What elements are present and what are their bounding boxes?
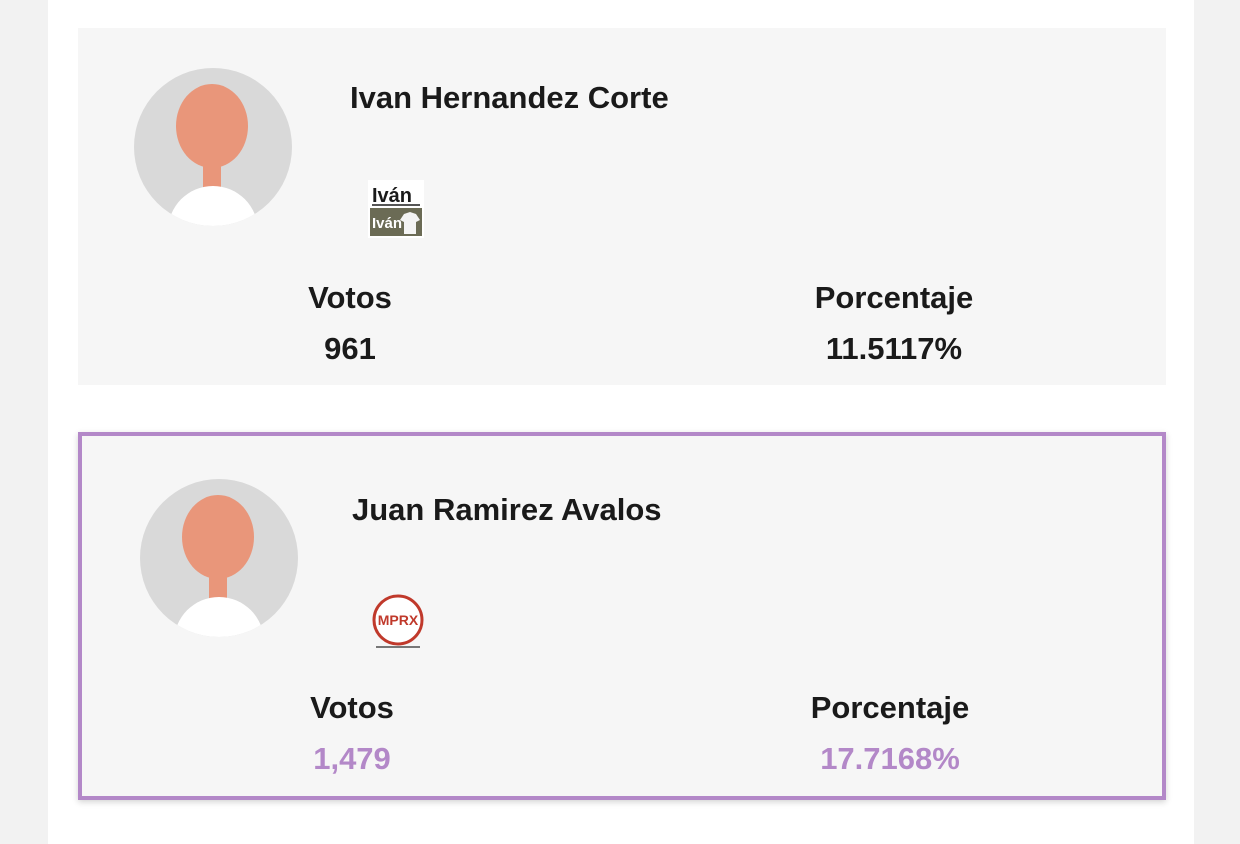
votes-value: 1,479 xyxy=(313,741,391,776)
candidate-name: Ivan Hernandez Corte xyxy=(350,80,669,115)
votes-label: Votos xyxy=(310,690,394,725)
logo-text-bottom: Iván xyxy=(372,215,402,232)
avatar-body xyxy=(168,186,258,226)
avatar-body xyxy=(174,597,264,637)
percentage-value: 11.5117% xyxy=(825,331,963,366)
candidate-card-highlighted[interactable]: Juan Ramirez Avalos MPRX Votos 1,479 Por… xyxy=(78,432,1166,800)
avatar-head xyxy=(176,84,248,168)
ivan-party-logo-icon: Iván Iván xyxy=(368,180,424,238)
percentage-label: Porcentaje xyxy=(814,280,974,315)
candidate-name: Juan Ramirez Avalos xyxy=(352,492,662,527)
percentage-label: Porcentaje xyxy=(810,690,970,725)
avatar xyxy=(134,68,292,226)
logo-text-top: Iván xyxy=(372,185,412,207)
candidate-card[interactable]: Ivan Hernandez Corte Iván Iván Votos 961… xyxy=(78,28,1166,385)
avatar xyxy=(140,479,298,637)
results-page: Ivan Hernandez Corte Iván Iván Votos 961… xyxy=(48,0,1194,844)
logo-text: MPRX xyxy=(378,612,419,628)
mprx-party-logo-icon: MPRX xyxy=(372,594,424,648)
percentage-value: 17.7168% xyxy=(820,741,960,776)
avatar-head xyxy=(182,495,254,579)
votes-value: 961 xyxy=(324,331,376,366)
votes-label: Votos xyxy=(308,280,392,315)
